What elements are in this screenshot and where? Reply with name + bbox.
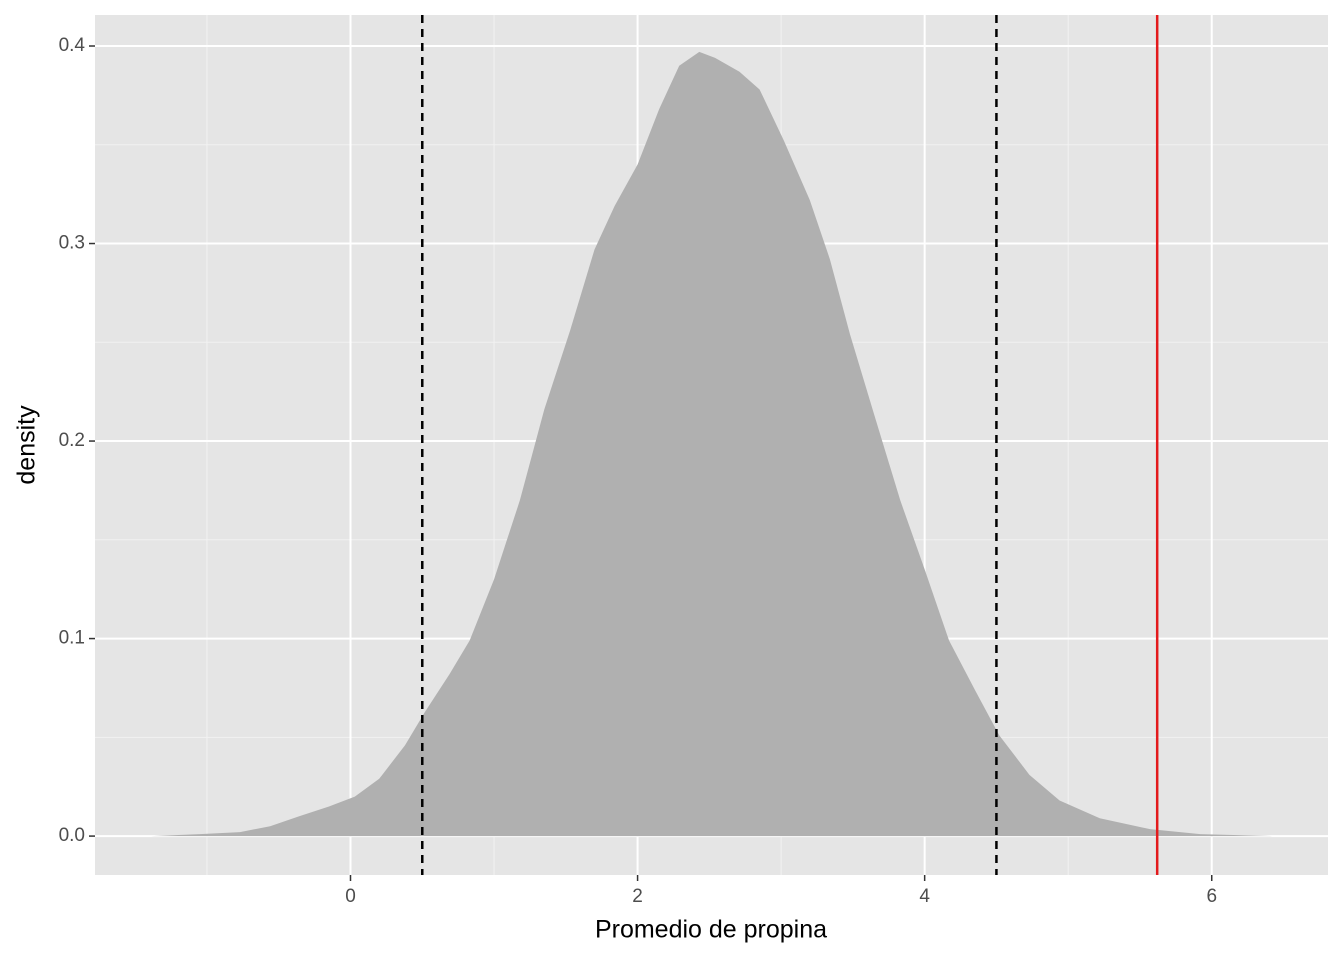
y-axis-title: density — [13, 405, 41, 485]
x-tick-label: 2 — [632, 886, 643, 907]
x-axis-title: Promedio de propina — [595, 916, 827, 944]
y-tick-label: 0.1 — [59, 628, 85, 649]
y-tick-label: 0.2 — [59, 430, 85, 451]
density-area — [150, 51, 1273, 837]
y-tick-label: 0.4 — [59, 35, 86, 56]
x-tick-label: 0 — [345, 886, 356, 907]
x-tick-label: 6 — [1206, 886, 1217, 907]
x-tick-label: 4 — [919, 886, 930, 907]
y-tick-label: 0.0 — [59, 825, 85, 846]
y-tick-label: 0.3 — [59, 233, 85, 254]
